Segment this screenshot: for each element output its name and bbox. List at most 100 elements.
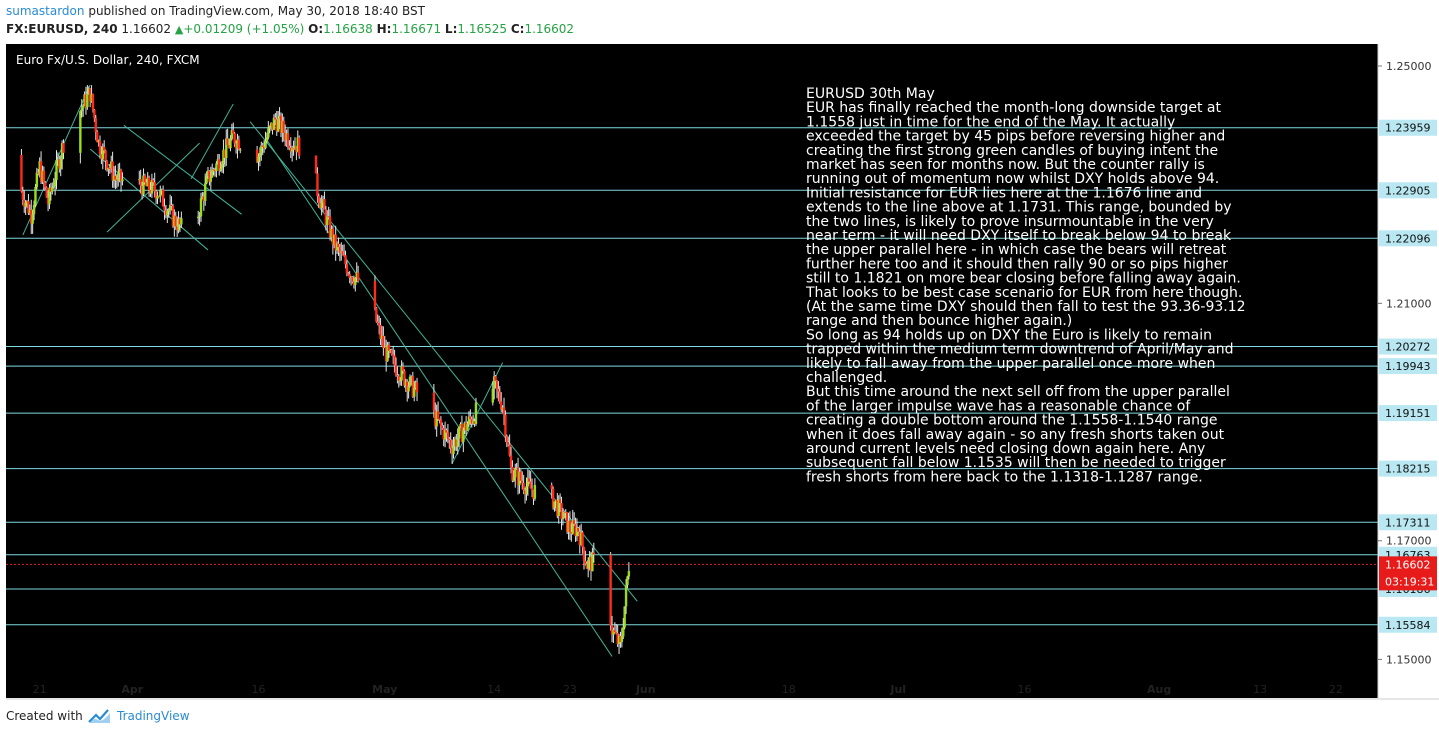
bullish-candle (258, 152, 262, 157)
annotation-line: exceeded the target by 45 pips before re… (806, 129, 1225, 145)
bearish-candle (344, 255, 347, 265)
bearish-candle (317, 196, 321, 203)
bullish-candle (290, 148, 294, 152)
level-tag-label: 1.22905 (1385, 184, 1431, 197)
chart-area[interactable]: 1.25000 1.21000 1.17000 1.15000 1.23959 1.22… (6, 44, 1439, 700)
bearish-candle (560, 503, 563, 520)
analysis-annotation: EURUSD 30th May EUR has finally reached t… (805, 86, 1246, 485)
level-tag-label: 1.17311 (1385, 516, 1431, 529)
bullish-candle (199, 198, 203, 217)
bearish-candle (584, 560, 587, 564)
change-value: +0.01209 (+1.05%) (183, 22, 305, 36)
bearish-candle (20, 154, 23, 192)
bullish-candle (48, 187, 51, 205)
bullish-candle (399, 380, 402, 382)
bearish-candle (297, 137, 301, 156)
bearish-candle (434, 410, 437, 427)
bearish-candle (470, 419, 473, 424)
bullish-candle (206, 170, 210, 177)
bearish-candle (509, 455, 513, 467)
chart-svg[interactable]: 1.25000 1.21000 1.17000 1.15000 1.23959 1.22… (6, 44, 1439, 700)
bearish-candle (213, 170, 217, 172)
bullish-candle (83, 94, 86, 106)
annotation-line: (At the same time DXY should then fall t… (806, 299, 1246, 315)
x-tick-label: 18 (782, 683, 796, 696)
bullish-candle (463, 422, 466, 431)
bearish-candle (438, 419, 441, 421)
bullish-candle (220, 164, 224, 169)
bullish-candle (209, 177, 213, 182)
bullish-candle (626, 576, 629, 586)
x-tick-label: 22 (1329, 683, 1343, 696)
bearish-candle (314, 155, 318, 174)
bullish-candle (167, 210, 170, 212)
bearish-candle (153, 182, 156, 192)
bullish-candle (268, 126, 271, 129)
bearish-candle (178, 218, 182, 225)
bearish-candle (347, 273, 350, 275)
bearish-candle (274, 117, 277, 120)
annotation-line: of the larger impulse wave has a reasona… (806, 398, 1191, 414)
bullish-candle (567, 520, 570, 533)
bearish-candle (351, 276, 354, 282)
bearish-candle (202, 196, 206, 201)
bullish-candle (216, 159, 220, 164)
bearish-candle (570, 531, 573, 534)
bearish-candle (551, 488, 555, 509)
author-link[interactable]: sumastardon (6, 4, 85, 18)
bearish-candle (108, 167, 112, 169)
bearish-candle (94, 118, 97, 132)
tradingview-logo-icon[interactable] (88, 707, 112, 729)
bearish-candle (323, 199, 326, 210)
bearish-candle (406, 381, 409, 392)
bearish-candle (498, 391, 502, 402)
bullish-candle (177, 218, 180, 231)
bearish-candle (592, 552, 595, 555)
bearish-candle (232, 130, 235, 134)
level-tag (1379, 338, 1437, 355)
bullish-candle (321, 199, 325, 203)
bullish-candle (588, 557, 591, 561)
bullish-candle (554, 500, 558, 502)
bearish-candle (507, 442, 510, 445)
y-tick-label: 1.21000 (1386, 297, 1432, 310)
bearish-candle (396, 375, 399, 377)
bearish-candle (279, 115, 283, 133)
open-value: 1.16638 (323, 22, 373, 36)
bullish-candle (514, 469, 517, 478)
tradingview-link[interactable]: TradingView (117, 709, 190, 723)
level-tag-label: 1.23959 (1385, 122, 1431, 135)
annotation-line: when it does fall away again - so any fr… (806, 427, 1225, 443)
bullish-candle (515, 467, 518, 470)
level-price-tags: 1.23959 1.22905 1.22096 1.20272 1.19943 1.191… (1379, 119, 1437, 633)
x-tick-label: 14 (487, 683, 501, 696)
bullish-candle (90, 94, 93, 102)
bearish-candle (528, 478, 531, 482)
bearish-candle (550, 485, 553, 489)
bearish-candle (341, 251, 344, 255)
bullish-candle (474, 402, 478, 424)
bearish-candle (450, 447, 454, 455)
publish-header: sumastardon published on TradingView.com… (0, 0, 1439, 44)
bearish-candle (152, 180, 155, 183)
annotation-line: likely to fall away from the upper paral… (806, 356, 1215, 372)
bullish-candle (525, 486, 528, 495)
bearish-candle (119, 169, 123, 182)
x-axis-ticks: 21 Apr 16 May 14 23 Jun 18 Jul 16 Aug 13 22 (33, 683, 1343, 696)
bearish-candle (338, 247, 342, 253)
bearish-candle (460, 424, 464, 442)
bearish-candle (610, 625, 614, 635)
annotation-line: EURUSD 30th May (806, 86, 935, 102)
bearish-candle (511, 466, 514, 481)
bearish-candle (218, 159, 221, 171)
bullish-candle (97, 140, 100, 143)
bullish-candle (389, 350, 392, 352)
bearish-candle (30, 209, 33, 224)
bearish-candle (212, 169, 215, 171)
bullish-candle (267, 128, 270, 138)
bullish-candle (107, 167, 110, 170)
bullish-candle (526, 478, 530, 487)
bullish-candle (168, 204, 172, 211)
bullish-candle (56, 159, 60, 161)
bearish-candle (439, 419, 443, 426)
